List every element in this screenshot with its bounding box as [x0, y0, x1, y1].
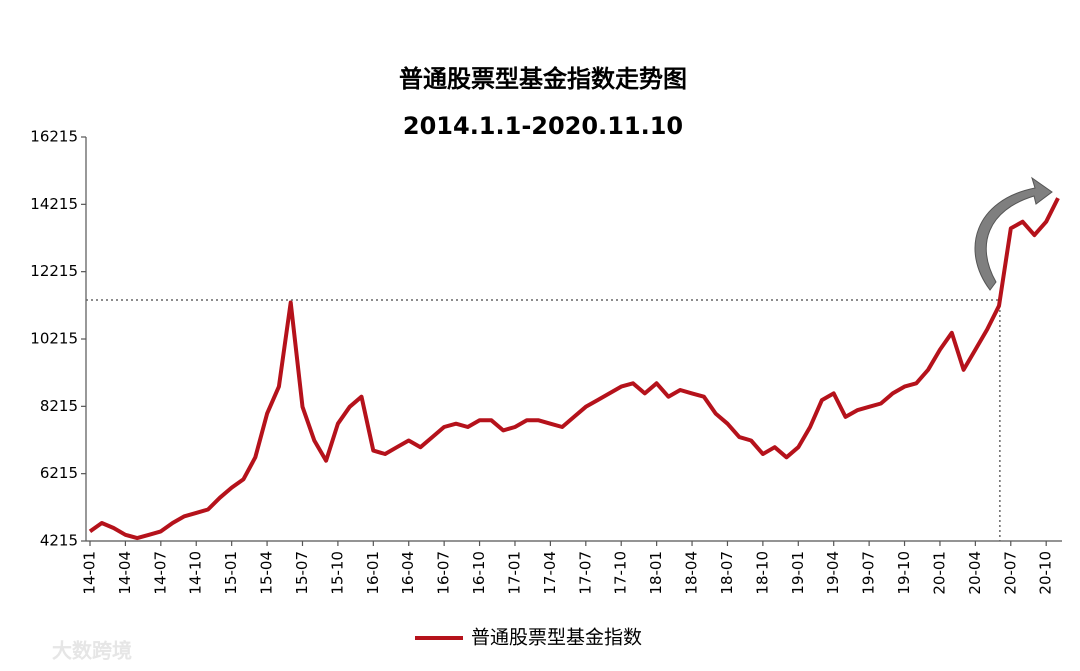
x-tick-label: 18-04	[683, 551, 701, 595]
chart-subtitle: 2014.1.1-2020.11.10	[403, 112, 683, 140]
x-tick-label: 20-07	[1001, 551, 1019, 595]
x-tick-label: 20-04	[966, 551, 984, 595]
x-tick-label: 19-04	[824, 551, 842, 595]
x-tick-label: 17-04	[541, 551, 559, 595]
x-tick-label: 17-07	[576, 551, 594, 595]
x-tick-label: 15-04	[258, 551, 276, 595]
x-tick-label: 18-10	[753, 551, 771, 595]
x-tick-label: 14-10	[187, 551, 205, 595]
y-tick-label: 16215	[30, 128, 78, 146]
x-tick-label: 14-01	[81, 551, 99, 595]
x-tick-label: 14-04	[116, 551, 134, 595]
arrow	[974, 176, 1053, 291]
x-tick-label: 14-07	[151, 551, 169, 595]
chart-title: 普通股票型基金指数走势图	[399, 65, 687, 93]
x-tick-label: 17-10	[612, 551, 630, 595]
x-tick-label: 15-01	[222, 551, 240, 595]
y-tick-label: 8215	[40, 397, 78, 415]
x-tick-label: 16-10	[470, 551, 488, 595]
x-tick-label: 15-07	[293, 551, 311, 595]
x-tick-label: 20-01	[930, 551, 948, 595]
x-tick-label: 16-07	[435, 551, 453, 595]
x-tick-label: 20-10	[1037, 551, 1055, 595]
line-series	[88, 197, 1060, 541]
x-tick-label: 19-01	[789, 551, 807, 595]
y-tick-label: 4215	[40, 532, 78, 550]
x-tick-label: 16-01	[364, 551, 382, 595]
legend-label: 普通股票型基金指数	[471, 627, 642, 649]
x-tick-label: 17-01	[505, 551, 523, 595]
y-tick-label: 12215	[30, 262, 78, 280]
x-tick-label: 19-10	[895, 551, 913, 595]
x-tick-label: 19-07	[860, 551, 878, 595]
x-tick-label: 15-10	[328, 551, 346, 595]
y-tick-label: 14215	[30, 195, 78, 213]
x-tick-label: 18-07	[718, 551, 736, 595]
x-tick-label: 16-04	[399, 551, 417, 595]
y-tick-label: 6215	[40, 464, 78, 482]
watermark: 大数跨境	[52, 639, 132, 663]
y-tick-label: 10215	[30, 330, 78, 348]
x-tick-label: 18-01	[647, 551, 665, 595]
